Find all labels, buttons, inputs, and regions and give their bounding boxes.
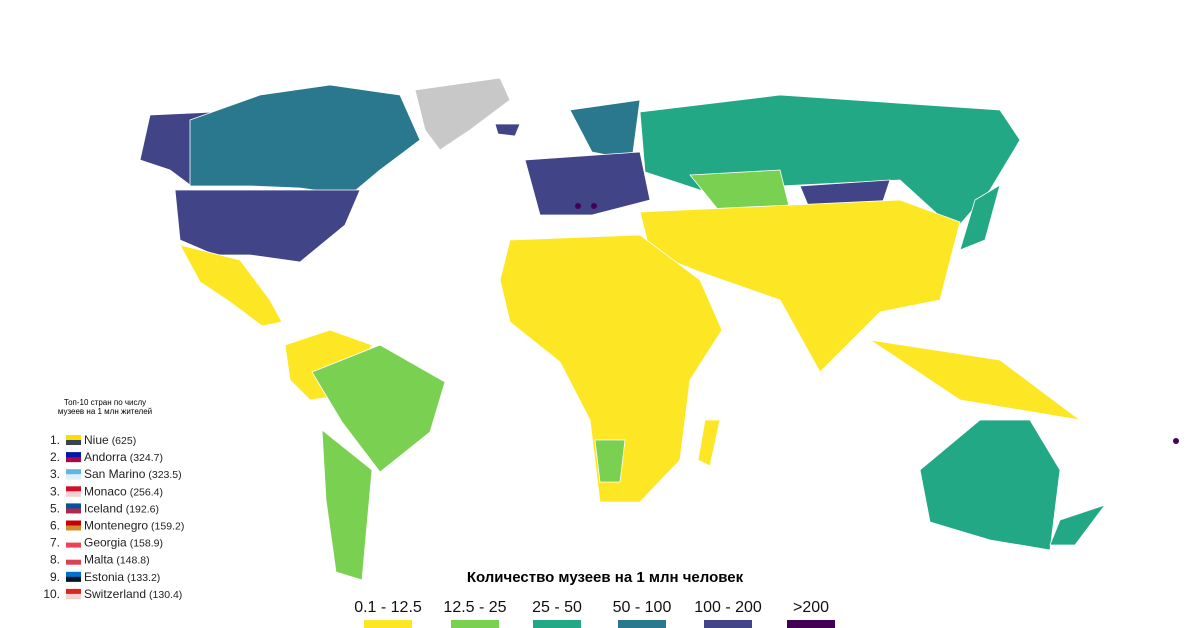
country-entry: Andorra (324.7) (84, 450, 163, 464)
country-value: (130.4) (149, 589, 182, 601)
flag-stripe (66, 474, 81, 480)
mexico (179, 244, 283, 327)
rank: 9. (50, 570, 60, 584)
country-name: Georgia (84, 536, 127, 550)
legend-swatch (618, 620, 666, 628)
flag-stripe (66, 559, 81, 565)
country-value: (133.2) (127, 572, 160, 584)
country-entry: Estonia (133.2) (84, 570, 160, 584)
legend-label: 50 - 100 (613, 599, 672, 616)
country-value: (256.4) (130, 486, 163, 498)
flag-stripe (66, 508, 81, 514)
legend-label: 0.1 - 12.5 (354, 599, 422, 616)
flag-stripe (66, 491, 81, 497)
brazil (311, 344, 446, 473)
southeast-asia (869, 339, 1081, 421)
country-value: (158.9) (130, 538, 163, 550)
usa (174, 189, 361, 263)
rank: 1. (50, 433, 60, 447)
scandinavia (569, 99, 641, 161)
country-name: Switzerland (84, 587, 146, 601)
rank: 7. (50, 536, 60, 550)
legend-swatch (533, 620, 581, 628)
country-entry: Switzerland (130.4) (84, 587, 182, 601)
new-zealand (1049, 504, 1107, 546)
rank: 5. (50, 501, 60, 515)
australia (919, 419, 1061, 551)
legend-swatch (451, 620, 499, 628)
rank: 10. (43, 587, 60, 601)
country-name: Niue (84, 433, 109, 447)
legend-swatch (787, 620, 835, 628)
country-entry: San Marino (323.5) (84, 467, 182, 481)
madagascar (697, 419, 721, 467)
iceland (494, 123, 521, 137)
country-name: Malta (84, 553, 114, 567)
country-value: (159.2) (151, 521, 184, 533)
country-entry: Monaco (256.4) (84, 484, 163, 498)
country-name: Montenegro (84, 519, 148, 533)
country-name: Estonia (84, 570, 124, 584)
greenland (414, 77, 511, 151)
flag-stripe (66, 576, 81, 582)
western-europe (524, 151, 651, 216)
legend-swatch (364, 620, 412, 628)
andorra-dot (575, 203, 581, 209)
legend-label: 12.5 - 25 (443, 599, 506, 616)
niue-dot (1173, 438, 1179, 444)
legend-swatch (704, 620, 752, 628)
country-entry: Malta (148.8) (84, 553, 150, 567)
flag-stripe (66, 542, 81, 548)
legend-label: 25 - 50 (532, 599, 582, 616)
flag-stripe (66, 525, 81, 531)
country-value: (192.6) (126, 503, 159, 515)
ranking-list: 1. Niue (625)2. Andorra (324.7)3. San Marino(… (43, 433, 184, 601)
rank: 2. (50, 450, 60, 464)
country-name: San Marino (84, 467, 146, 481)
country-entry: Niue (625) (84, 433, 136, 447)
rank: 3. (50, 484, 60, 498)
country-value: (148.8) (116, 555, 149, 567)
country-name: Iceland (84, 501, 123, 515)
legend-title: Количество музеев на 1 млн человек (467, 569, 744, 586)
san-marino-dot (591, 203, 597, 209)
country-entry: Montenegro (159.2) (84, 519, 184, 533)
flag-stripe (66, 457, 81, 463)
ranking-title: Топ-10 стран по числу (64, 398, 146, 407)
country-value: (625) (112, 435, 137, 447)
africa (499, 234, 723, 503)
country-name: Monaco (84, 484, 127, 498)
legend: 0.1 - 12.5 12.5 - 25 25 - 50 50 - 100 100 - … (354, 599, 835, 628)
flag-stripe (66, 593, 81, 599)
country-entry: Georgia (158.9) (84, 536, 163, 550)
southern-cone (321, 429, 373, 581)
country-entry: Iceland (192.6) (84, 501, 159, 515)
flag-stripe (66, 440, 81, 445)
legend-label: 100 - 200 (694, 599, 762, 616)
country-value: (324.7) (130, 452, 163, 464)
country-name: Andorra (84, 450, 127, 464)
rank: 3. (50, 467, 60, 481)
rank: 6. (50, 519, 60, 533)
namibia (594, 439, 626, 483)
legend-label: >200 (793, 599, 829, 616)
rank: 8. (50, 553, 60, 567)
world-map (139, 77, 1179, 581)
japan (959, 184, 1001, 251)
canada (189, 84, 421, 196)
ranking-title: музеев на 1 млн жителей (58, 407, 152, 416)
country-value: (323.5) (148, 469, 181, 481)
